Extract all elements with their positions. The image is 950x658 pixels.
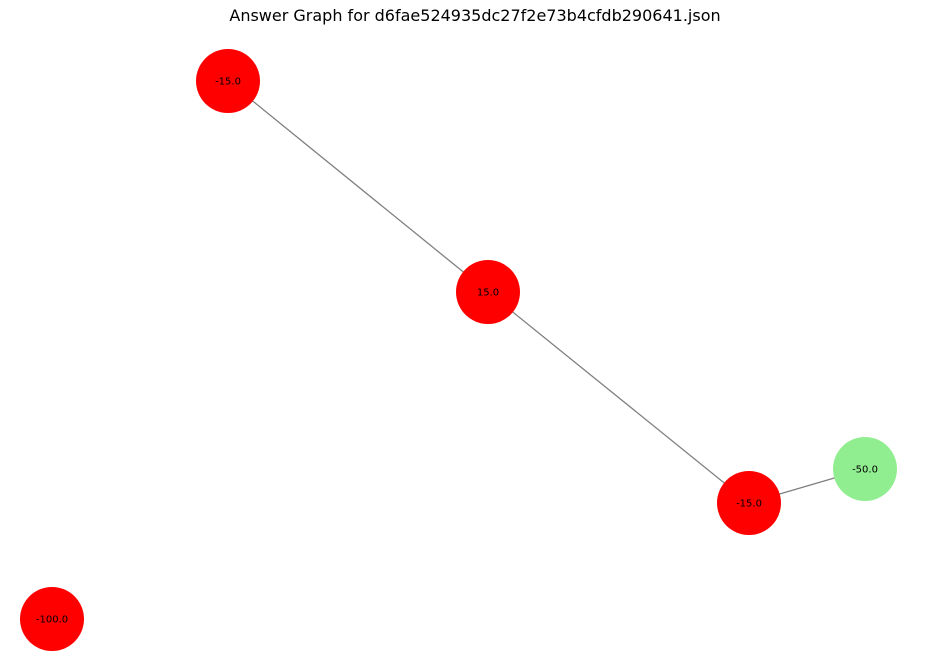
graph-edge bbox=[487, 291, 750, 504]
graph-node: 15.0 bbox=[456, 260, 520, 324]
graph-node: -50.0 bbox=[833, 437, 897, 501]
edges-layer bbox=[227, 80, 866, 504]
graph-node: -100.0 bbox=[20, 587, 84, 651]
nodes-layer: -15.0 15.0 -15.0 -50.0 -100.0 bbox=[20, 49, 897, 651]
graph-title: Answer Graph for d6fae524935dc27f2e73b4c… bbox=[229, 6, 721, 25]
node-circle bbox=[717, 471, 781, 535]
node-label: 15.0 bbox=[477, 288, 499, 299]
node-label: -50.0 bbox=[852, 465, 878, 476]
node-circle bbox=[196, 49, 260, 113]
node-circle bbox=[833, 437, 897, 501]
graph-edge bbox=[227, 80, 489, 293]
node-label: -100.0 bbox=[36, 615, 68, 626]
graph-node: -15.0 bbox=[196, 49, 260, 113]
node-circle bbox=[20, 587, 84, 651]
graph-node: -15.0 bbox=[717, 471, 781, 535]
node-label: -15.0 bbox=[215, 77, 241, 88]
node-label: -15.0 bbox=[736, 499, 762, 510]
node-circle bbox=[456, 260, 520, 324]
